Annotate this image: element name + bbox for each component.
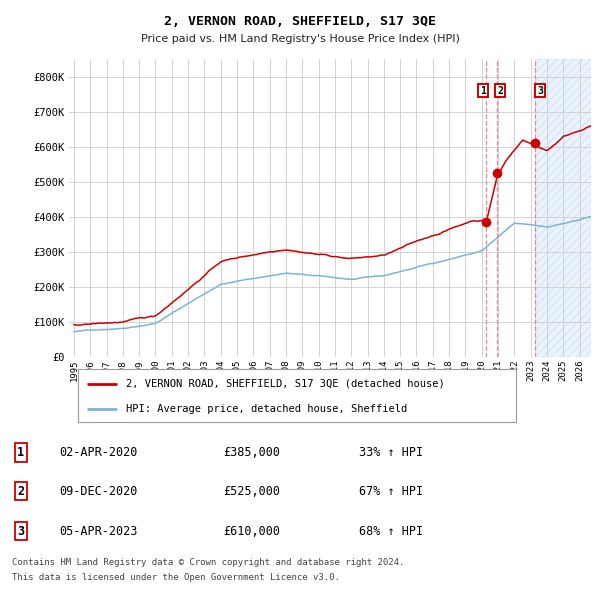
Bar [535,59,600,357]
Text: This data is licensed under the Open Government Licence v3.0.: This data is licensed under the Open Gov… [12,573,340,582]
Bar [535,59,600,357]
Text: 2: 2 [17,484,24,498]
Text: 67% ↑ HPI: 67% ↑ HPI [359,484,423,498]
Text: 68% ↑ HPI: 68% ↑ HPI [359,525,423,537]
Text: 3: 3 [537,86,543,96]
Text: £385,000: £385,000 [224,446,281,459]
Text: 05-APR-2023: 05-APR-2023 [59,525,137,537]
Text: 3: 3 [17,525,24,537]
Text: 1: 1 [17,446,24,459]
Text: 2, VERNON ROAD, SHEFFIELD, S17 3QE (detached house): 2, VERNON ROAD, SHEFFIELD, S17 3QE (deta… [126,379,445,389]
Text: Price paid vs. HM Land Registry's House Price Index (HPI): Price paid vs. HM Land Registry's House … [140,34,460,44]
Text: Contains HM Land Registry data © Crown copyright and database right 2024.: Contains HM Land Registry data © Crown c… [12,558,404,566]
Text: 33% ↑ HPI: 33% ↑ HPI [359,446,423,459]
Text: 1: 1 [480,86,486,96]
Text: £610,000: £610,000 [224,525,281,537]
Text: 09-DEC-2020: 09-DEC-2020 [59,484,137,498]
Text: 2, VERNON ROAD, SHEFFIELD, S17 3QE: 2, VERNON ROAD, SHEFFIELD, S17 3QE [164,15,436,28]
Text: HPI: Average price, detached house, Sheffield: HPI: Average price, detached house, Shef… [126,404,407,414]
Text: 02-APR-2020: 02-APR-2020 [59,446,137,459]
Text: 2: 2 [497,86,503,96]
Text: £525,000: £525,000 [224,484,281,498]
